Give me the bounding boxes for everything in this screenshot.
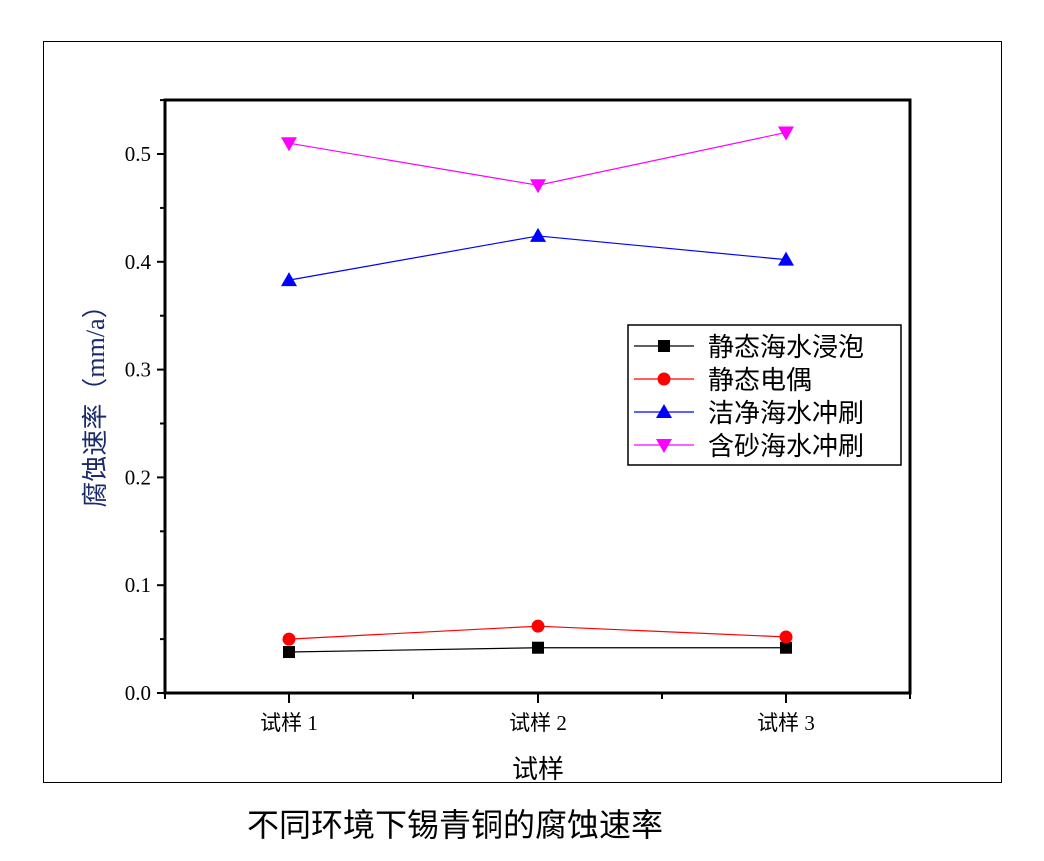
legend-label: 含砂海水冲刷 [708,432,864,461]
y-tick-label: 0.1 [125,573,151,597]
legend-marker [656,404,672,418]
data-point [282,632,296,646]
y-tick-label: 0.3 [125,358,151,382]
x-tick-label: 试样 2 [509,711,567,735]
series-line [288,235,787,281]
legend-marker [656,439,672,453]
y-tick-label: 0.5 [125,142,151,166]
series-triangle-down [288,131,787,186]
data-point [780,641,792,654]
data-point [778,126,794,141]
legend-label: 洁净海水冲刷 [708,399,864,428]
legend-marker [658,340,670,352]
legend-label: 静态电偶 [708,366,812,395]
figure-frame [43,41,1002,783]
legend-box [627,324,902,466]
data-point [778,251,794,266]
x-tick-label: 试样 3 [757,711,815,735]
data-point [532,641,544,654]
data-point [530,179,546,194]
x-axis-label: 试样 [512,755,564,784]
data-point [531,619,545,633]
series-line [288,131,787,186]
series-triangle-up [288,235,787,281]
x-tick-label: 试样 1 [260,711,318,735]
data-point [281,137,297,152]
data-point [281,272,297,287]
y-axis-label: 腐蚀速率（mm/a） [81,292,110,507]
y-tick-label: 0.4 [125,250,152,274]
data-point [779,630,793,644]
data-point [530,227,546,242]
figure-caption: 不同环境下锡青铜的腐蚀速率 [246,807,663,843]
legend-label: 静态海水浸泡 [708,333,864,362]
data-point [283,646,295,659]
y-tick-label: 0.0 [125,681,151,705]
legend-marker [657,372,671,386]
y-tick-label: 0.2 [125,465,151,489]
